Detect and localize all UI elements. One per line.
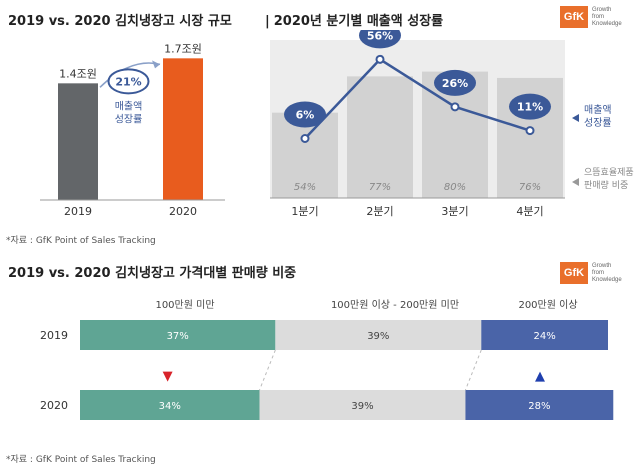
segment-value-label: 37% xyxy=(167,331,189,342)
gfk-tagline: Growth from Knowledge xyxy=(592,263,622,284)
growth-line xyxy=(304,57,531,140)
source-note-top: *자료 : GfK Point of Sales Tracking xyxy=(6,236,156,246)
source-note-bottom: *자료 : GfK Point of Sales Tracking xyxy=(6,455,156,465)
growth-bubble xyxy=(359,30,401,49)
year-label: 2020 xyxy=(40,399,68,412)
quarterly-growth-title-text: 2020년 분기별 매출액 성장률 xyxy=(273,14,444,29)
year-label: 2019 xyxy=(40,329,68,342)
segment-2019-2 xyxy=(481,320,608,350)
gfk-logo-top: GfK Growth from Knowledge xyxy=(560,6,622,28)
decrease-marker: ▼ xyxy=(163,369,173,384)
gfk-tagline-line: from xyxy=(592,13,604,20)
x-tick-label: 3분기 xyxy=(441,205,468,218)
bar-2020 xyxy=(163,58,203,200)
share-value-label: 80% xyxy=(444,182,466,193)
share-value-label: 54% xyxy=(294,182,316,193)
legend-growth-label: 성장률 xyxy=(584,117,612,129)
segment-value-label: 34% xyxy=(159,401,181,412)
segment-value-label: 24% xyxy=(534,331,556,342)
quarterly-growth-chart: 54% 1분기 77% 2분기 80% 3분기 76% 4분기 6% 56% 26% 11% 매출액성장… xyxy=(270,30,634,218)
gfk-tagline-line: Knowledge xyxy=(592,276,622,283)
bar-value-label: 1.7조원 xyxy=(164,42,202,55)
x-tick-label: 2019 xyxy=(64,205,92,218)
segment-connector xyxy=(259,349,276,391)
growth-bubble xyxy=(434,69,476,96)
legend-marker-share xyxy=(572,178,579,186)
legend-growth-label: 매출액 xyxy=(584,104,612,116)
gfk-logo-mark: GfK xyxy=(560,6,588,28)
segment-value-label: 39% xyxy=(351,401,373,412)
x-tick-label: 2020 xyxy=(169,205,197,218)
segment-2020-1 xyxy=(259,390,466,420)
growth-arrowhead xyxy=(152,60,160,69)
price-share-chart: 100만원 미만 100만원 이상 - 200만원 미만 200만원 이상 2019 3… xyxy=(40,299,614,420)
increase-marker: ▲ xyxy=(535,369,545,384)
segment-header: 100만원 이상 - 200만원 미만 xyxy=(331,299,459,311)
bar-value-label: 1.4조원 xyxy=(59,67,97,80)
growth-value-label: 6% xyxy=(296,109,315,122)
x-tick-label: 2분기 xyxy=(366,205,393,218)
gfk-logo-mark: GfK xyxy=(560,262,588,284)
market-size-title: 2019 vs. 2020 김치냉장고 시장 규모 xyxy=(8,14,232,29)
legend-marker-growth xyxy=(572,114,579,122)
gfk-tagline-line: Knowledge xyxy=(592,20,622,27)
segment-connector xyxy=(464,349,482,391)
gfk-tagline-line: Growth xyxy=(592,262,612,269)
gfk-tagline-line: Growth xyxy=(592,6,612,13)
growth-bubble xyxy=(284,101,326,128)
segment-value-label: 39% xyxy=(367,331,389,342)
share-bar-2분기 xyxy=(347,76,413,198)
growth-label: 성장률 xyxy=(115,113,143,125)
growth-point xyxy=(450,102,460,112)
growth-value-label: 26% xyxy=(442,77,468,90)
legend-share-label: 판매량 비중 xyxy=(584,179,628,191)
quarterly-growth-title: | 2020년 분기별 매출액 성장률 xyxy=(265,10,443,29)
segment-2019-1 xyxy=(275,320,482,350)
growth-point xyxy=(375,54,385,64)
segment-2020-0 xyxy=(80,390,260,420)
price-share-title: 2019 vs. 2020 김치냉장고 가격대별 판매량 비중 xyxy=(8,266,297,281)
segment-header: 200만원 이상 xyxy=(518,299,577,311)
segment-2020-2 xyxy=(465,390,614,420)
bar-2019 xyxy=(58,83,98,200)
share-value-label: 77% xyxy=(369,182,391,193)
segment-header: 100만원 미만 xyxy=(155,299,214,311)
x-tick-label: 1분기 xyxy=(291,205,318,218)
growth-bubble xyxy=(509,93,551,120)
segment-value-label: 28% xyxy=(528,401,550,412)
growth-value-label: 56% xyxy=(367,30,393,42)
growth-point xyxy=(525,126,535,136)
growth-badge-value: 21% xyxy=(115,75,141,88)
legend-share-label: 으뜸효율제품 xyxy=(584,167,634,178)
growth-point xyxy=(300,134,310,143)
growth-label: 매출액 xyxy=(115,100,143,112)
gfk-tagline: Growth from Knowledge xyxy=(592,7,622,28)
segment-2019-0 xyxy=(80,320,276,350)
gfk-tagline-line: from xyxy=(592,269,604,276)
title-divider: | xyxy=(265,14,270,29)
growth-value-label: 11% xyxy=(517,101,543,114)
x-tick-label: 4분기 xyxy=(516,205,543,218)
gfk-logo-bottom: GfK Growth from Knowledge xyxy=(560,262,622,284)
growth-badge xyxy=(107,68,150,95)
share-value-label: 76% xyxy=(519,182,541,193)
